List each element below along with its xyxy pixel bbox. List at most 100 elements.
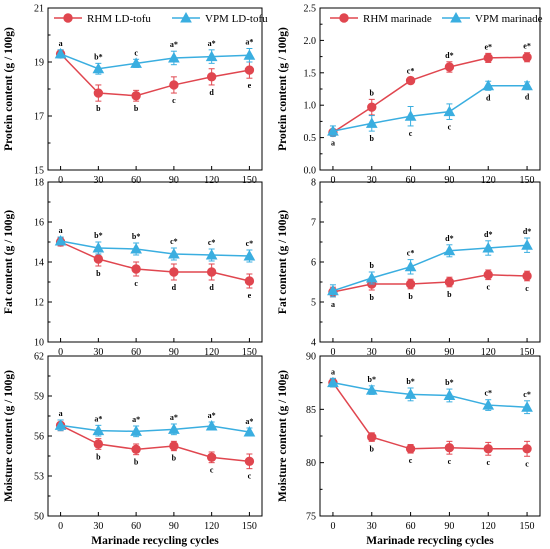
significance-label: c* [407,249,415,258]
y-tick-label: 85 [306,405,316,416]
data-point [131,264,141,274]
significance-label: c [409,129,413,138]
significance-label: b* [94,231,102,240]
significance-label: b [370,261,375,270]
y-axis-label: Moisture content (g / 100g) [277,370,289,502]
series-rhm: b c c c c [328,377,532,468]
y-tick-label: 75 [306,512,316,523]
data-point [205,419,218,431]
significance-label: d [209,88,214,97]
data-point [130,242,142,254]
data-point [367,102,377,112]
x-tick-label: 30 [367,347,377,358]
x-tick-label: 120 [204,347,219,358]
data-point [405,444,416,454]
data-point [522,444,532,454]
plot-frame [319,7,541,171]
y-tick-label: 8 [311,178,316,189]
y-axis-label: Protein content (g / 100g) [277,27,289,151]
data-point [327,376,339,388]
y-tick-label: 12 [34,298,44,309]
x-tick-label: 30 [93,347,103,358]
significance-label: d [209,283,214,292]
significance-label: c [172,96,176,105]
significance-label: d* [523,227,531,236]
significance-label: c* [407,66,415,75]
data-point [482,399,495,410]
significance-label: b [370,134,375,143]
significance-label: a [331,139,335,148]
significance-label: c* [484,389,492,398]
data-point [405,75,416,86]
data-point [404,388,417,399]
data-point [130,57,142,68]
x-tick-label: 0 [330,521,335,532]
significance-label: c* [523,390,531,399]
significance-label: c [448,122,452,131]
x-tick-label: 0 [58,175,63,186]
significance-label: c [210,466,214,475]
series-line [60,241,250,282]
data-point [367,432,377,442]
significance-label: a [331,300,335,309]
significance-label: b* [368,375,376,384]
x-tick-label: 0 [330,175,335,186]
x-tick-label: 90 [169,175,179,186]
significance-label: e* [523,42,531,51]
data-point [243,49,256,60]
data-point [206,72,217,82]
y-tick-label: 16 [34,218,44,229]
legend-label: RHM LD-tofu [87,13,151,25]
data-point [444,62,455,72]
plot-frame [319,355,541,517]
legend-marker [180,11,192,23]
data-point [169,441,179,451]
legend-label: VPM LD-tofu [205,13,268,25]
y-tick-label: 4 [311,338,316,349]
data-point [443,244,456,256]
significance-label: b [96,104,101,113]
y-tick-label: 62 [34,352,44,363]
significance-label: b [134,104,139,113]
data-point [205,50,218,62]
series-line [60,424,250,463]
significance-label: e* [484,42,492,51]
data-point [92,241,105,253]
y-tick-label: 18 [34,178,44,189]
y-axis-label: Fat content (g / 100g) [3,210,15,314]
significance-label: a* [208,39,216,48]
y-tick-label: 17 [34,112,44,123]
series-line [332,85,528,132]
series-vpm: a b* b* b* c* c* [327,367,533,415]
x-tick-label: 60 [131,175,141,186]
legend-marker [339,13,349,23]
data-point [482,241,495,253]
data-point [404,110,417,121]
chart-panel-2: 0.0 0.5 1.0 1.5 2.0 2.5 0 30 60 90 120 150 Protein c… [277,4,543,187]
y-tick-label: 59 [34,392,44,403]
significance-label: b [447,290,452,299]
x-tick-label: 60 [131,521,141,532]
data-point [131,91,141,101]
data-point [54,234,67,246]
y-tick-label: 10 [34,338,44,349]
plot-frame [47,355,263,517]
legend: RHM marinade VPM marinade [330,11,543,25]
x-tick-label: 0 [58,347,63,358]
data-point [54,47,67,59]
data-point [168,247,180,259]
significance-label: a* [245,38,253,47]
significance-label: b [408,292,413,301]
legend-marker [63,13,73,23]
y-axis-label: Fat content (g / 100g) [277,210,289,314]
significance-label: d* [445,234,453,243]
data-point [404,260,417,272]
x-tick-label: 30 [93,521,103,532]
data-point [244,276,255,286]
y-tick-label: 7 [311,218,316,229]
data-point [443,389,456,400]
data-point [522,271,532,281]
significance-label: b* [132,232,140,241]
series-line [60,424,250,433]
y-axis-label: Protein content (g / 100g) [3,27,15,151]
